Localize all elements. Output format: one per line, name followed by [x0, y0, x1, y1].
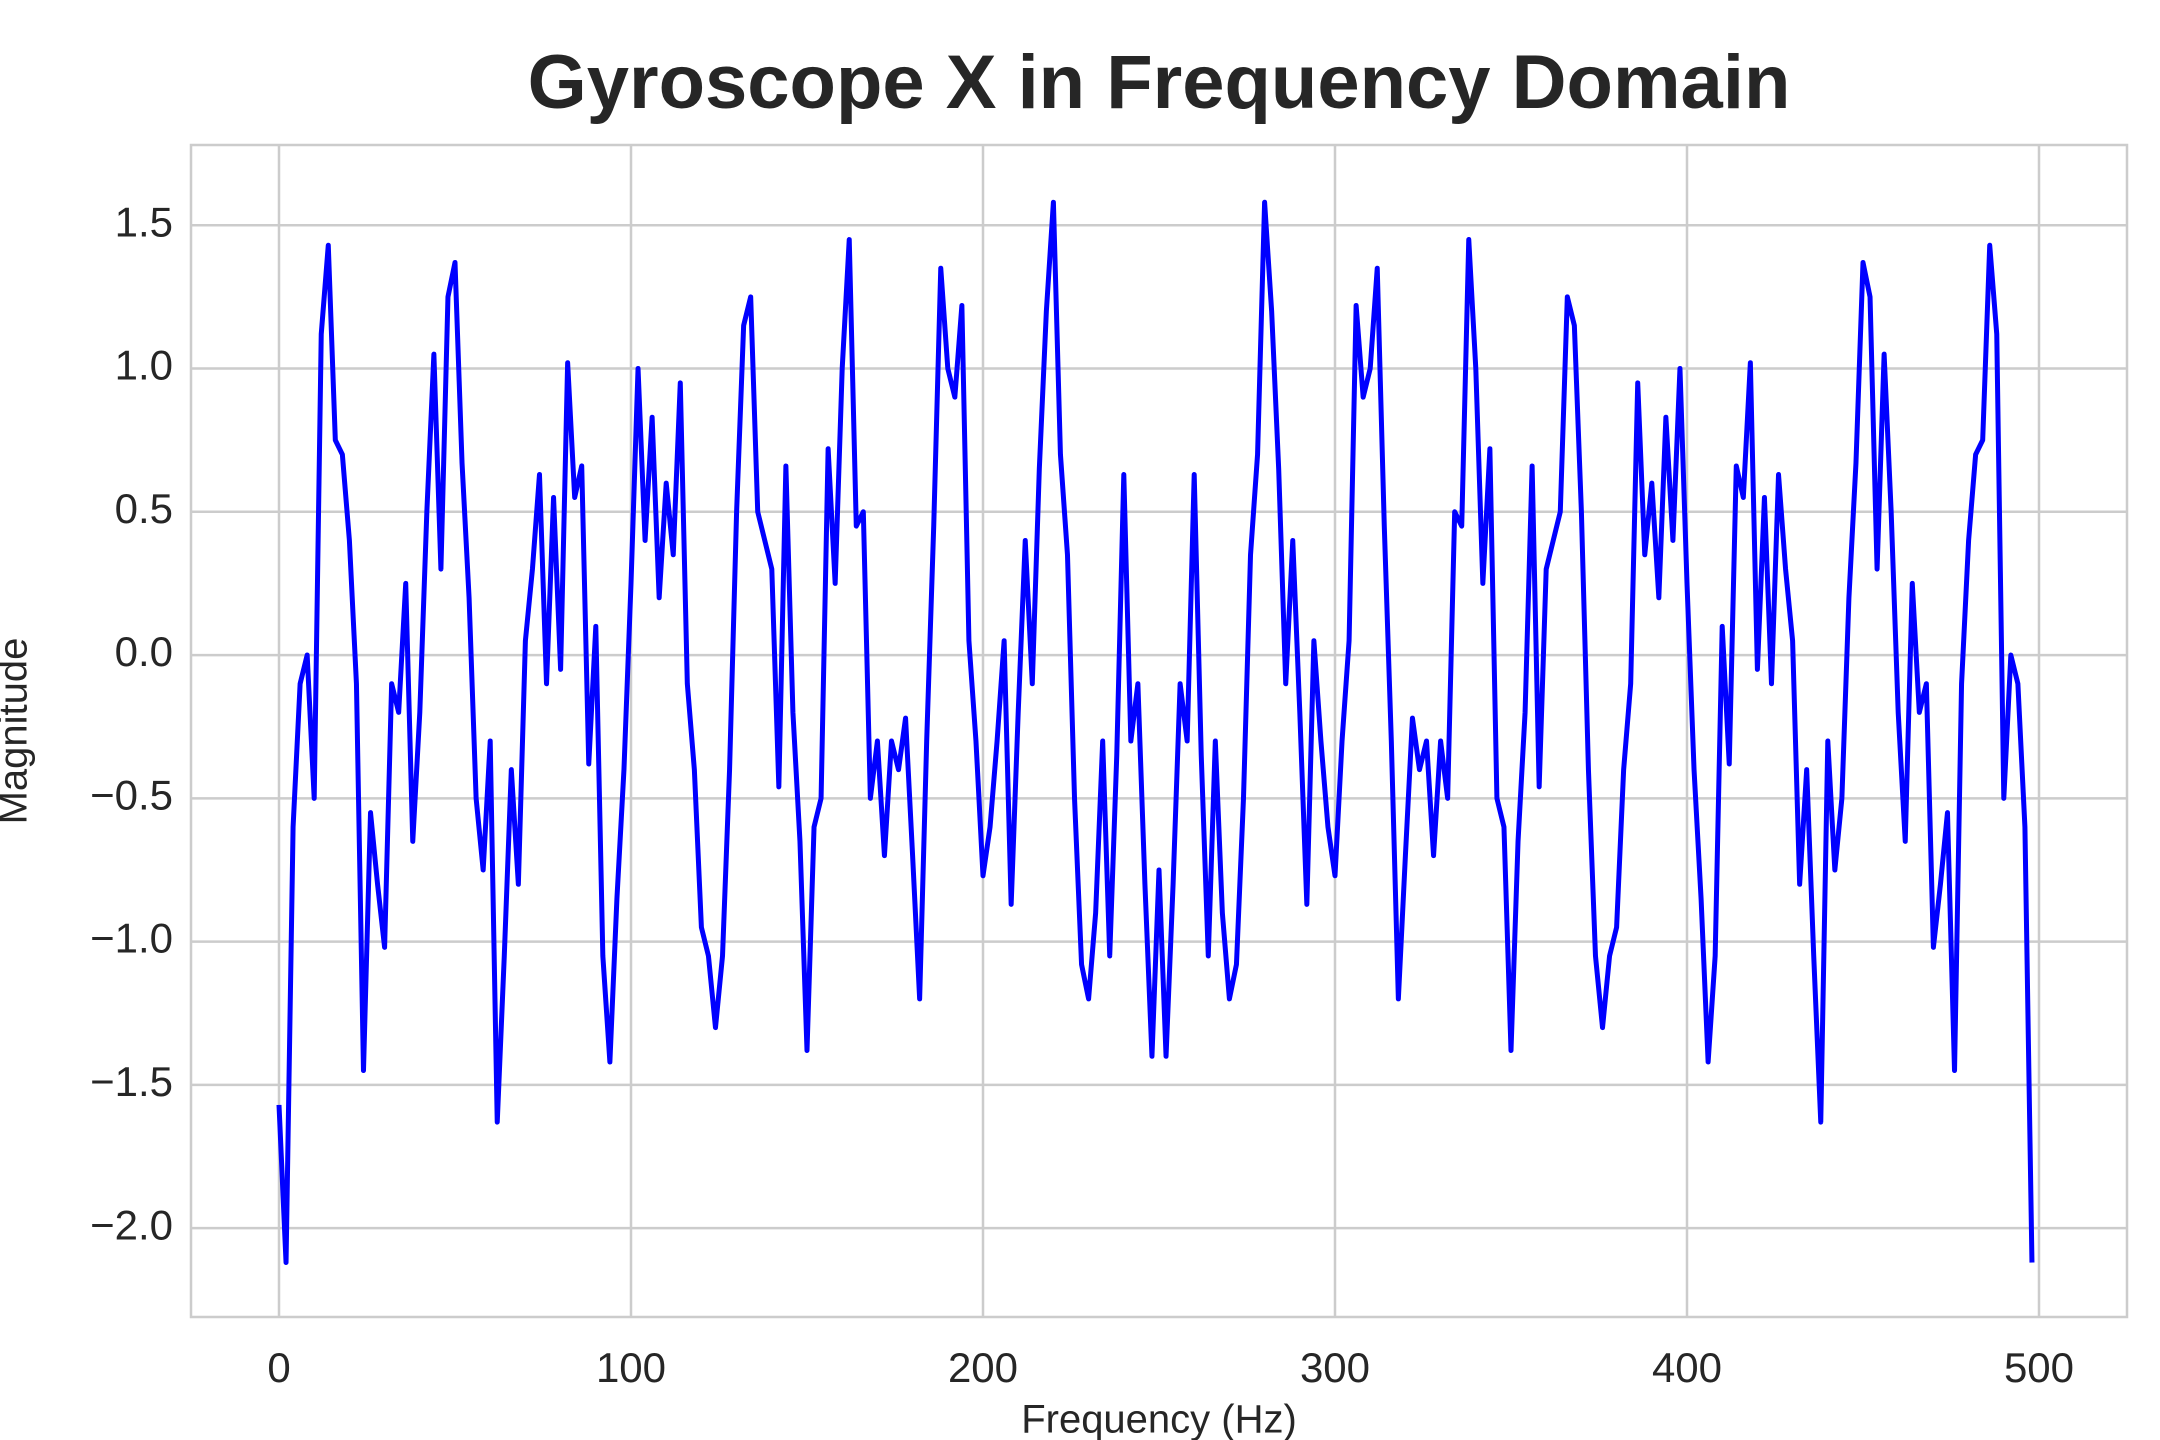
- y-tick-label: −1.0: [90, 915, 173, 962]
- plot-frame: [189, 143, 2129, 1319]
- plot-area: [276, 199, 2035, 1266]
- y-tick-label: −1.5: [90, 1058, 173, 1105]
- x-tick-label: 400: [1652, 1344, 1722, 1391]
- y-tick-label: −2.0: [90, 1201, 173, 1248]
- x-tick-label: 0: [267, 1344, 290, 1391]
- chart-title: Gyroscope X in Frequency Domain: [528, 40, 1791, 125]
- x-tick-label: 500: [2004, 1344, 2074, 1391]
- y-axis-label: Magnitude: [0, 638, 36, 825]
- y-tick-label: 0.0: [115, 628, 173, 675]
- x-axis-label: Frequency (Hz): [1021, 1398, 1297, 1440]
- x-tick-label: 300: [1300, 1344, 1370, 1391]
- x-tick-label: 200: [948, 1344, 1018, 1391]
- data-line: [276, 199, 2035, 1266]
- y-tick-label: 1.0: [115, 342, 173, 389]
- x-tick-label: 100: [596, 1344, 666, 1391]
- y-tick-label: 1.5: [115, 198, 173, 245]
- axis-labels: 0 100 200 300 400 500 −2.0 −1.5 −1.0 −0.5 0.0 0.5 1.…: [90, 198, 2074, 1391]
- y-tick-label: −0.5: [90, 771, 173, 818]
- y-tick-label: 0.5: [115, 485, 173, 532]
